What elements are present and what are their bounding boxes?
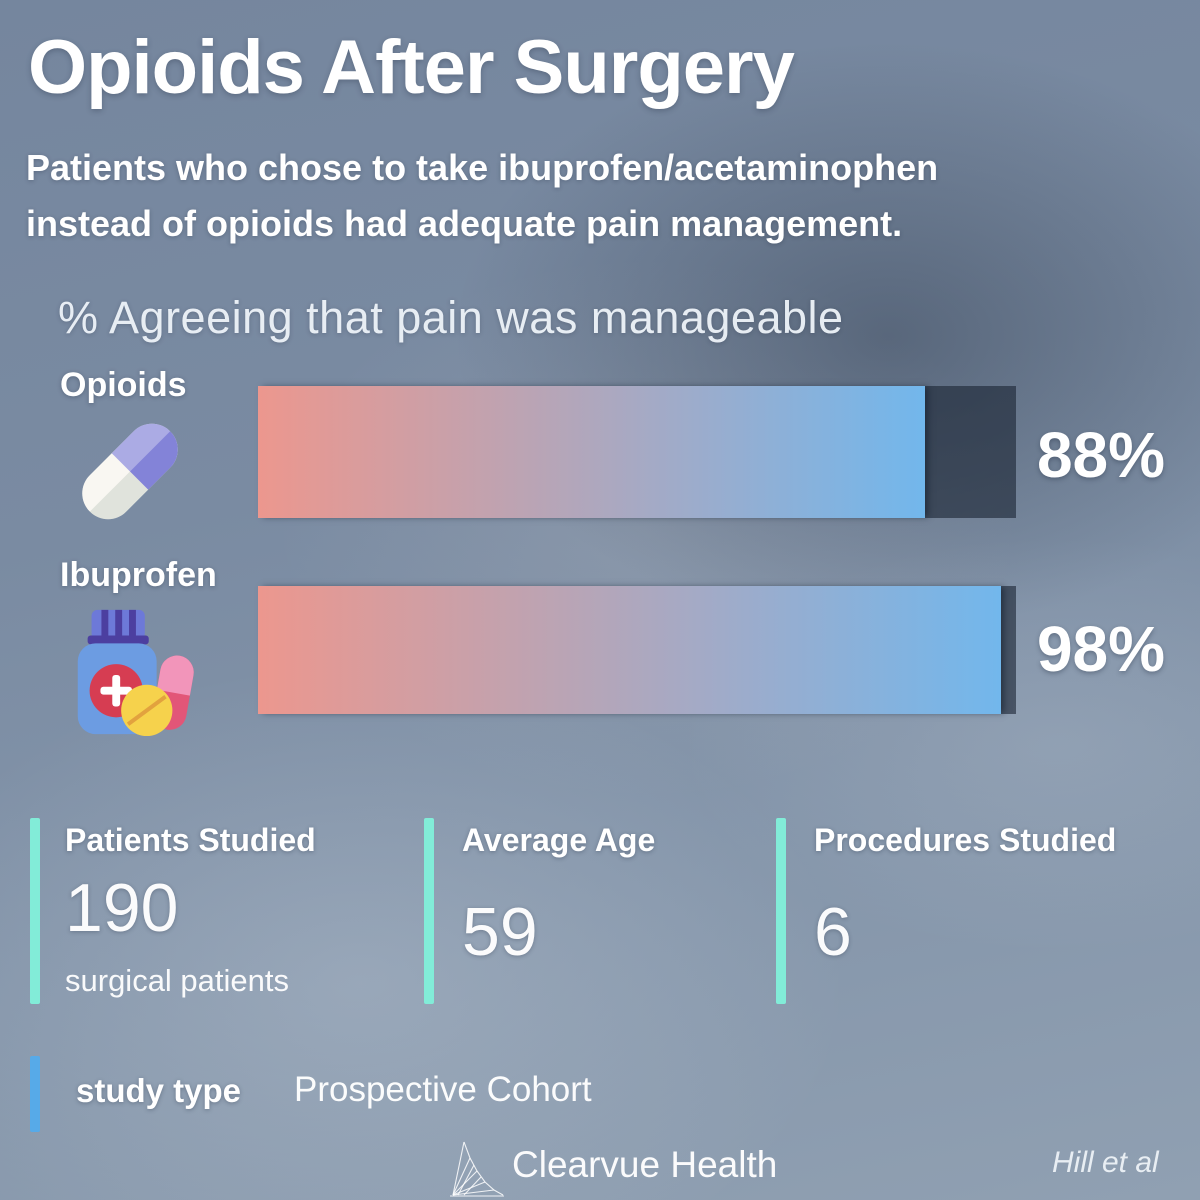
bar-track-opioids bbox=[258, 386, 1016, 518]
study-type-accent-bar bbox=[30, 1056, 40, 1132]
stat-accent-bar bbox=[30, 818, 40, 1004]
capsule-pill-icon bbox=[68, 408, 192, 532]
citation: Hill et al bbox=[1052, 1146, 1159, 1179]
subtitle-line-1: Patients who chose to take ibuprofen/ace… bbox=[26, 147, 939, 188]
stat-label: Average Age bbox=[462, 822, 656, 858]
chart-title: % Agreeing that pain was manageable bbox=[58, 292, 844, 343]
stat-value: 6 bbox=[814, 894, 852, 970]
page-subtitle: Patients who chose to take ibuprofen/ace… bbox=[26, 140, 938, 252]
stat-label: Procedures Studied bbox=[814, 822, 1117, 858]
clearvue-health-logo-icon bbox=[446, 1138, 506, 1198]
bar-fill-ibuprofen bbox=[258, 586, 1001, 714]
brand-name: Clearvue Health bbox=[512, 1144, 778, 1185]
stat-procedures-studied: Procedures Studied 6 bbox=[814, 822, 1116, 971]
stat-label: Patients Studied bbox=[65, 822, 316, 858]
study-type-value: Prospective Cohort bbox=[294, 1070, 592, 1109]
value-label-opioids: 88% bbox=[1036, 419, 1166, 491]
stat-accent-bar bbox=[776, 818, 786, 1004]
medicine-bottle-pills-icon bbox=[62, 602, 200, 740]
stat-patients-studied: Patients Studied 190 surgical patients bbox=[65, 822, 316, 999]
stat-sublabel: surgical patients bbox=[65, 963, 290, 998]
category-label-ibuprofen: Ibuprofen bbox=[60, 556, 217, 594]
stat-accent-bar bbox=[424, 818, 434, 1004]
page-title: Opioids After Surgery bbox=[28, 25, 795, 110]
category-label-opioids: Opioids bbox=[60, 366, 187, 404]
bar-fill-opioids bbox=[258, 386, 926, 518]
stat-average-age: Average Age 59 bbox=[462, 822, 655, 971]
bar-track-ibuprofen bbox=[258, 586, 1016, 714]
study-type-label: study type bbox=[76, 1072, 242, 1109]
stat-value: 59 bbox=[462, 894, 538, 970]
value-label-ibuprofen: 98% bbox=[1036, 613, 1166, 685]
subtitle-line-2: instead of opioids had adequate pain man… bbox=[26, 203, 903, 244]
stat-value: 190 bbox=[65, 870, 179, 946]
